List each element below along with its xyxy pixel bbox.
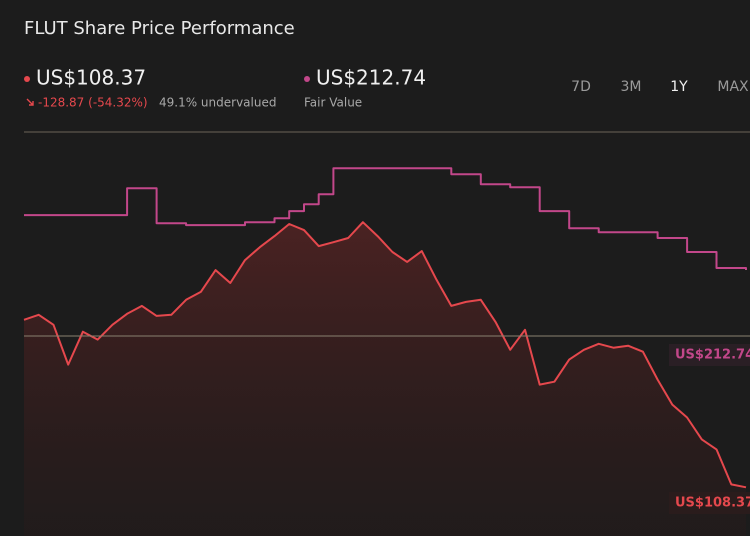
- legend-dot: [24, 76, 30, 82]
- down-arrow-icon: [26, 98, 34, 106]
- price-end-label: US$108.37: [675, 496, 750, 511]
- plot-area: [23, 167, 747, 536]
- legend-dot: [304, 76, 310, 82]
- price-line: [23, 221, 747, 489]
- end-label-box: [669, 492, 750, 514]
- price-value: US$108.37: [36, 66, 146, 90]
- fair-value-end-label: US$212.74: [675, 348, 750, 363]
- valuation: 49.1% undervalued: [159, 96, 276, 110]
- range-button[interactable]: MAX: [717, 79, 749, 95]
- price-area: [24, 222, 746, 536]
- fair-value-caption: Fair Value: [304, 96, 362, 110]
- price-change: -128.87 (-54.32%): [38, 96, 148, 110]
- range-button[interactable]: 1Y: [670, 79, 688, 95]
- range-selector: 7D 3M 1Y MAX: [571, 79, 749, 95]
- chart-title: FLUT Share Price Performance: [24, 18, 295, 39]
- end-label-box: [669, 344, 750, 366]
- fair-value: US$212.74: [316, 66, 426, 90]
- range-button[interactable]: 3M: [621, 79, 642, 95]
- fair-value-line: [24, 167, 747, 270]
- range-button[interactable]: 7D: [571, 79, 591, 95]
